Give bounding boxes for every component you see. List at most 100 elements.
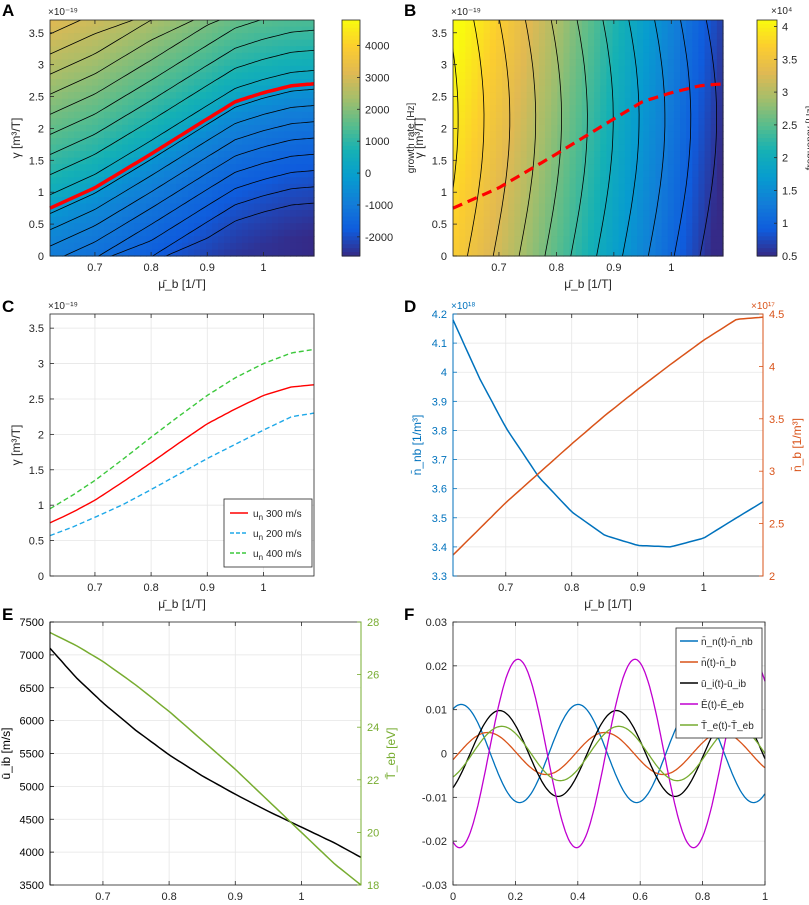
- heatmap-cell: [514, 210, 522, 218]
- heatmap-cell: [50, 157, 57, 165]
- heatmap-cell: [242, 183, 249, 192]
- heatmap-cell: [520, 26, 528, 34]
- heatmap-cell: [122, 79, 129, 87]
- heatmap-cell: [56, 92, 63, 100]
- heatmap-cell: [98, 52, 105, 60]
- heatmap-cell: [170, 170, 177, 178]
- heatmap-cell: [272, 111, 279, 119]
- heatmap-cell: [581, 85, 589, 93]
- heatmap-cell: [200, 177, 207, 185]
- heatmap-cell: [182, 138, 189, 146]
- heatmap-cell: [128, 177, 135, 185]
- heatmap-cell: [698, 46, 706, 54]
- heatmap-cell: [56, 164, 63, 172]
- heatmap-cell: [302, 92, 309, 100]
- heatmap-cell: [98, 190, 105, 198]
- heatmap-cell: [526, 111, 534, 119]
- heatmap-cell: [194, 46, 201, 54]
- colorbar-segment: [342, 75, 360, 80]
- heatmap-cell: [194, 183, 201, 192]
- heatmap-cell: [242, 223, 249, 231]
- heatmap-cell: [716, 20, 724, 28]
- heatmap-cell: [104, 39, 111, 47]
- heatmap-cell: [278, 92, 285, 100]
- heatmap-cell: [212, 236, 219, 244]
- heatmap-cell: [86, 190, 93, 198]
- heatmap-cell: [471, 203, 479, 211]
- heatmap-cell: [206, 203, 213, 211]
- heatmap-cell: [62, 20, 69, 28]
- heatmap-cell: [667, 157, 675, 165]
- heatmap-cell: [704, 131, 712, 139]
- heatmap-cell: [290, 183, 297, 192]
- heatmap-cell: [489, 210, 497, 218]
- heatmap-cell: [98, 203, 105, 211]
- heatmap-cell: [514, 124, 522, 133]
- heatmap-cell: [248, 144, 255, 152]
- heatmap-cell: [569, 39, 577, 47]
- heatmap-cell: [170, 203, 177, 211]
- heatmap-cell: [477, 59, 485, 67]
- heatmap-cell: [290, 229, 297, 237]
- heatmap-cell: [643, 20, 650, 28]
- heatmap-cell: [248, 65, 255, 74]
- heatmap-cell: [218, 65, 225, 74]
- colorbar-segment: [342, 114, 360, 119]
- heatmap-cell: [508, 210, 515, 218]
- heatmap-cell: [224, 242, 231, 251]
- heatmap-cell: [92, 242, 99, 251]
- heatmap-cell: [704, 65, 712, 74]
- heatmap-cell: [667, 223, 675, 231]
- heatmap-cell: [471, 85, 479, 93]
- heatmap-cell: [128, 46, 135, 54]
- heatmap-cell: [563, 138, 571, 146]
- heatmap-cell: [266, 72, 273, 80]
- heatmap-cell: [206, 138, 213, 146]
- heatmap-cell: [272, 59, 279, 67]
- heatmap-cell: [618, 236, 626, 244]
- heatmap-cell: [581, 138, 589, 146]
- heatmap-cell: [260, 157, 267, 165]
- heatmap-cell: [520, 183, 528, 192]
- heatmap-cell: [710, 170, 718, 178]
- heatmap-cell: [514, 79, 522, 87]
- heatmap-cell: [110, 33, 117, 41]
- colorbar-segment: [342, 193, 360, 198]
- heatmap-cell: [104, 118, 111, 126]
- heatmap-cell: [284, 242, 291, 251]
- heatmap-cell: [581, 223, 589, 231]
- heatmap-cell: [538, 98, 546, 106]
- heatmap-cell: [594, 79, 601, 87]
- heatmap-cell: [206, 26, 213, 34]
- heatmap-cell: [526, 183, 534, 192]
- heatmap-cell: [471, 46, 479, 54]
- heatmap-cell: [538, 52, 546, 60]
- heatmap-cell: [624, 118, 632, 126]
- colorbar-segment: [342, 94, 360, 100]
- heatmap-cell: [698, 197, 706, 205]
- heatmap-cell: [673, 72, 681, 80]
- heatmap-cell: [200, 144, 207, 152]
- heatmap-cell: [86, 177, 93, 185]
- heatmap-cell: [260, 210, 267, 218]
- heatmap-cell: [489, 197, 497, 205]
- heatmap-cell: [667, 59, 675, 67]
- heatmap-cell: [526, 92, 534, 100]
- heatmap-cell: [218, 20, 225, 28]
- heatmap-cell: [710, 144, 718, 152]
- heatmap-cell: [661, 59, 669, 67]
- heatmap-cell: [520, 105, 528, 113]
- heatmap-cell: [698, 52, 706, 60]
- heatmap-cell: [218, 46, 225, 54]
- heatmap-cell: [200, 92, 207, 100]
- heatmap-cell: [140, 249, 147, 257]
- heatmap-cell: [588, 131, 595, 139]
- heatmap-cell: [526, 52, 534, 60]
- heatmap-cell: [230, 79, 237, 87]
- contour-line: [50, 105, 314, 231]
- heatmap-cell: [538, 203, 546, 211]
- heatmap-cell: [182, 164, 189, 172]
- heatmap-cell: [122, 210, 129, 218]
- heatmap-cell: [80, 79, 87, 87]
- heatmap-cell: [514, 26, 522, 34]
